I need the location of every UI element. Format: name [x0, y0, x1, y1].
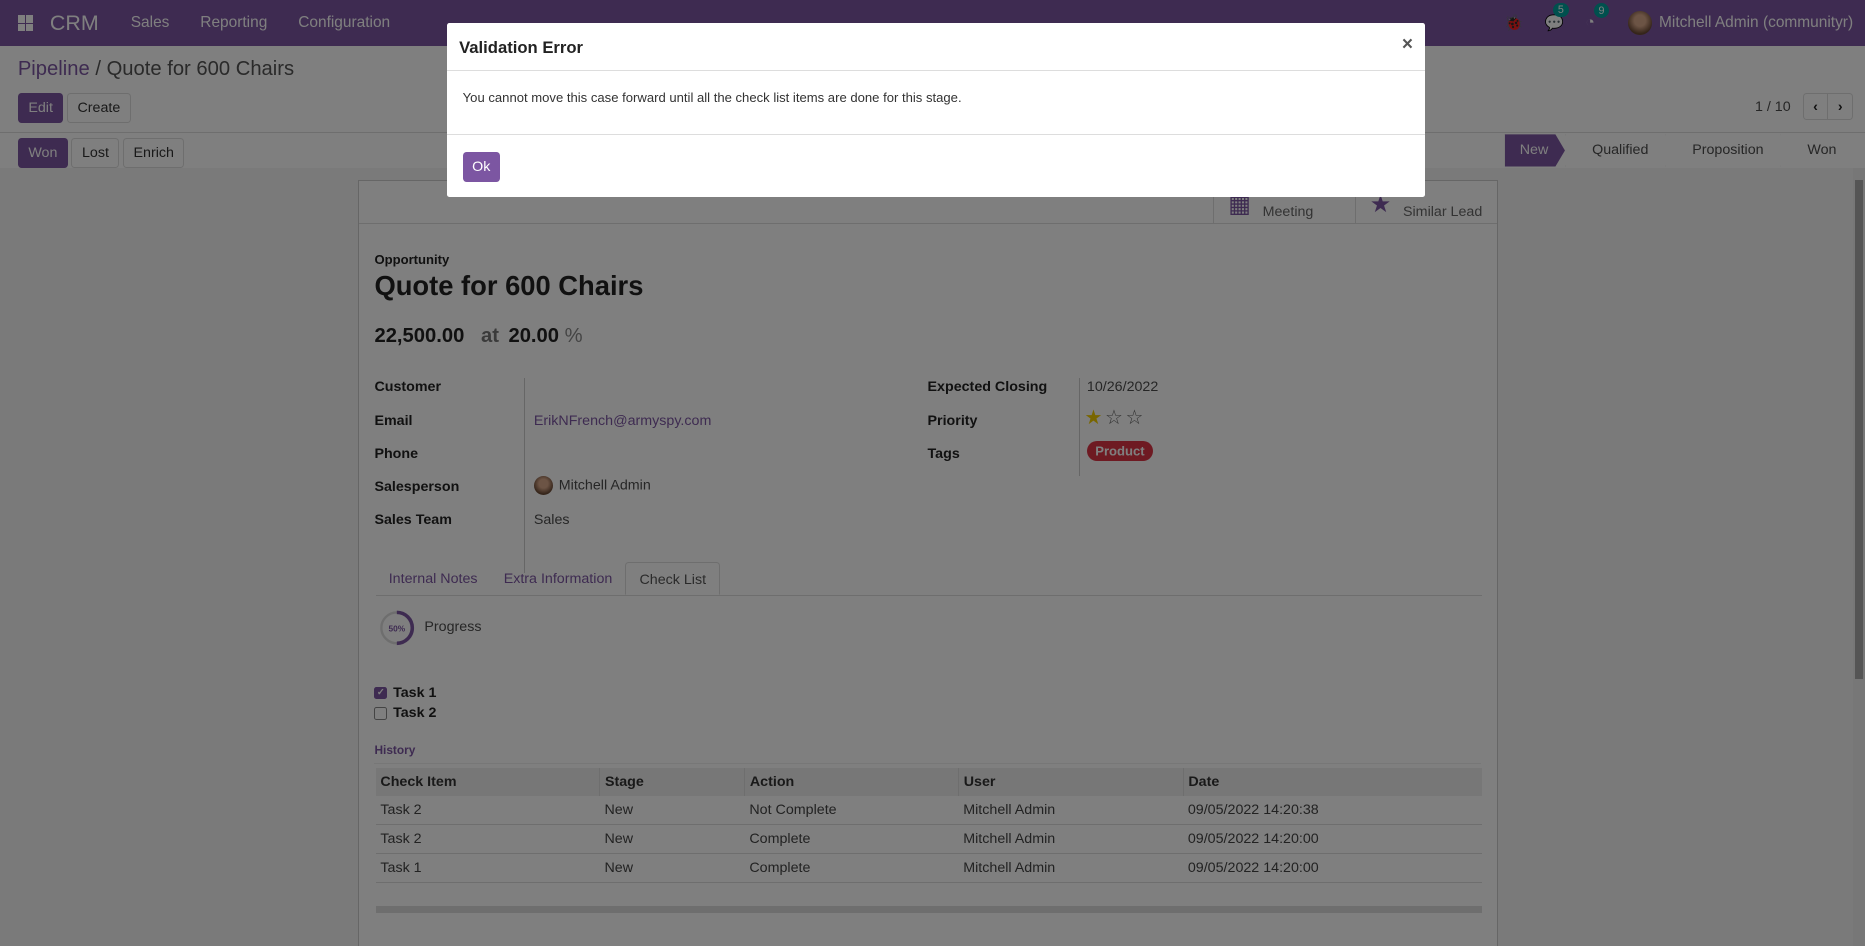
ok-button[interactable]: Ok [462, 152, 500, 183]
dialog-message: You cannot move this case forward until … [447, 71, 1425, 136]
validation-error-dialog: Validation Error × You cannot move this c… [447, 22, 1425, 198]
dialog-title: Validation Error [459, 38, 584, 58]
close-icon[interactable]: × [1401, 34, 1413, 56]
